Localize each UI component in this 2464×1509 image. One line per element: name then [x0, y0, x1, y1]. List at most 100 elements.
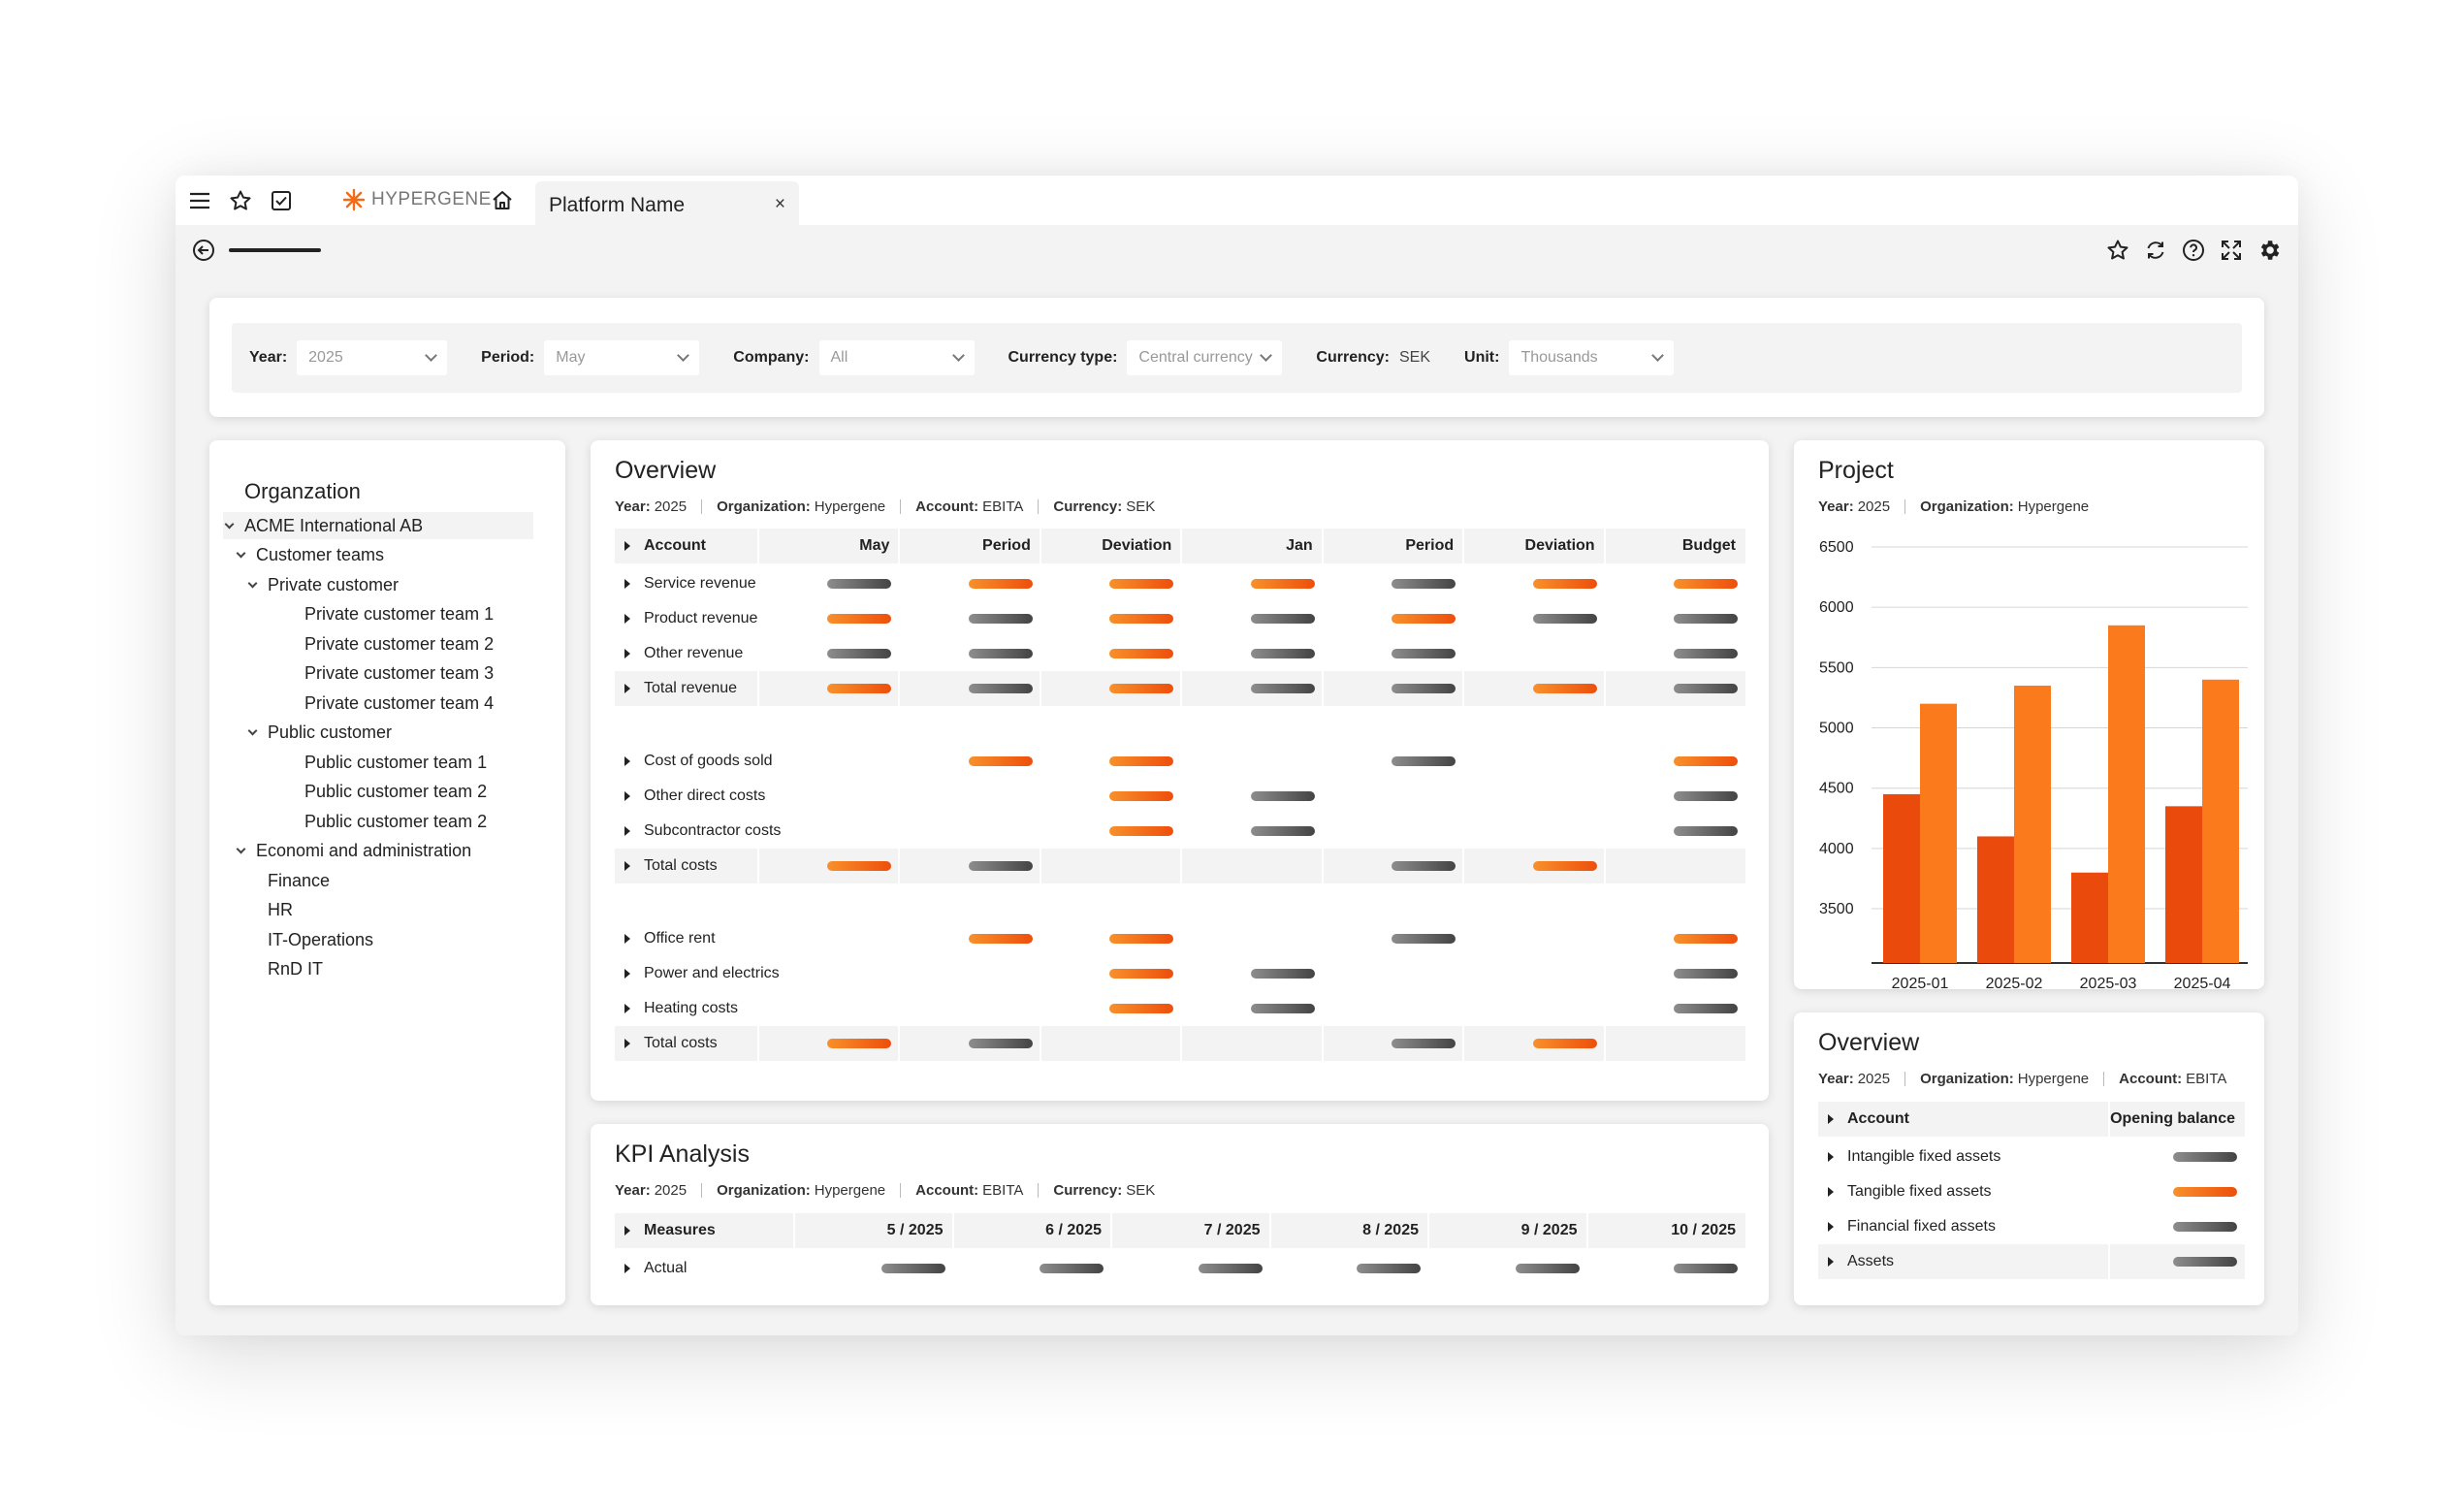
- expand-triangle-icon[interactable]: [624, 1226, 630, 1236]
- table-row[interactable]: Total costs: [615, 849, 1745, 883]
- row-label[interactable]: Tangible fixed assets: [1818, 1174, 2109, 1209]
- tab-platform[interactable]: Platform Name ×: [535, 181, 799, 225]
- expand-triangle-icon[interactable]: [1828, 1114, 1834, 1124]
- column-header[interactable]: 6 / 2025: [953, 1213, 1112, 1248]
- expand-triangle-icon[interactable]: [624, 541, 630, 551]
- table-row[interactable]: Office rent: [615, 921, 1745, 956]
- column-header[interactable]: May: [758, 529, 899, 563]
- tree-item[interactable]: HR: [246, 897, 293, 924]
- tree-item[interactable]: Public customer team 2: [283, 779, 487, 806]
- expand-triangle-icon[interactable]: [624, 934, 630, 944]
- column-header-first[interactable]: Measures: [615, 1213, 794, 1248]
- menu-icon[interactable]: [185, 186, 214, 215]
- row-label[interactable]: Heating costs: [615, 991, 758, 1026]
- home-icon[interactable]: [488, 186, 517, 215]
- bar[interactable]: [2108, 625, 2145, 963]
- column-header[interactable]: Opening balance: [2109, 1102, 2245, 1137]
- chevron-down-icon[interactable]: [235, 844, 246, 857]
- tree-item[interactable]: Public customer: [246, 720, 392, 747]
- table-row[interactable]: Tangible fixed assets: [1818, 1174, 2245, 1209]
- tree-item[interactable]: Private customer team 3: [283, 660, 494, 688]
- table-row[interactable]: Other direct costs: [615, 779, 1745, 814]
- tree-item[interactable]: RnD IT: [246, 956, 323, 983]
- table-row[interactable]: Heating costs: [615, 991, 1745, 1026]
- expand-triangle-icon[interactable]: [1828, 1187, 1834, 1197]
- expand-triangle-icon[interactable]: [624, 1039, 630, 1048]
- table-row[interactable]: Actual: [615, 1251, 1745, 1286]
- tree-item[interactable]: Economi and administration: [235, 838, 471, 865]
- table-row[interactable]: Other revenue: [615, 636, 1745, 671]
- bar[interactable]: [1920, 703, 1957, 963]
- expand-triangle-icon[interactable]: [624, 826, 630, 836]
- table-row[interactable]: Intangible fixed assets: [1818, 1140, 2245, 1174]
- tree-item[interactable]: IT-Operations: [246, 926, 373, 953]
- row-label[interactable]: Actual: [615, 1251, 794, 1286]
- tree-item[interactable]: Public customer team 2: [283, 808, 487, 835]
- expand-triangle-icon[interactable]: [1828, 1222, 1834, 1232]
- chevron-down-icon[interactable]: [246, 725, 258, 739]
- bar[interactable]: [2014, 686, 2051, 963]
- row-label[interactable]: Total revenue: [615, 671, 758, 706]
- refresh-icon[interactable]: [2143, 238, 2168, 263]
- column-header[interactable]: Period: [1323, 529, 1463, 563]
- tree-item[interactable]: Customer teams: [235, 542, 384, 569]
- settings-icon[interactable]: [2256, 238, 2282, 263]
- table-row[interactable]: Assets: [1818, 1244, 2245, 1279]
- chevron-down-icon[interactable]: [246, 578, 258, 591]
- star-icon[interactable]: [226, 186, 255, 215]
- expand-triangle-icon[interactable]: [624, 1264, 630, 1273]
- table-row[interactable]: Power and electrics: [615, 956, 1745, 991]
- column-header-first[interactable]: Account: [615, 529, 758, 563]
- tree-item[interactable]: Private customer team 1: [283, 601, 494, 628]
- row-label[interactable]: Intangible fixed assets: [1818, 1140, 2109, 1174]
- row-label[interactable]: Total costs: [615, 1026, 758, 1061]
- expand-triangle-icon[interactable]: [624, 791, 630, 801]
- expand-triangle-icon[interactable]: [624, 614, 630, 624]
- expand-triangle-icon[interactable]: [624, 861, 630, 871]
- column-header[interactable]: Jan: [1181, 529, 1322, 563]
- row-label[interactable]: Service revenue: [615, 566, 758, 601]
- tree-item[interactable]: Private customer team 2: [283, 630, 494, 658]
- table-row[interactable]: Total revenue: [615, 671, 1745, 706]
- column-header[interactable]: Deviation: [1463, 529, 1604, 563]
- row-label[interactable]: Office rent: [615, 921, 758, 956]
- column-header[interactable]: 7 / 2025: [1111, 1213, 1270, 1248]
- table-row[interactable]: Total costs: [615, 1026, 1745, 1061]
- table-row[interactable]: Cost of goods sold: [615, 744, 1745, 779]
- row-label[interactable]: Financial fixed assets: [1818, 1209, 2109, 1244]
- tree-item[interactable]: Public customer team 1: [283, 749, 487, 776]
- expand-icon[interactable]: [2219, 238, 2244, 263]
- expand-triangle-icon[interactable]: [624, 649, 630, 658]
- column-header[interactable]: Period: [899, 529, 1040, 563]
- row-label[interactable]: Other direct costs: [615, 779, 765, 814]
- row-label[interactable]: Power and electrics: [615, 956, 780, 991]
- bar[interactable]: [2165, 806, 2202, 963]
- expand-triangle-icon[interactable]: [624, 1004, 630, 1013]
- table-row[interactable]: Financial fixed assets: [1818, 1209, 2245, 1244]
- column-header-first[interactable]: Account: [1818, 1102, 2109, 1137]
- bar[interactable]: [1977, 836, 2014, 963]
- unit-select[interactable]: Thousands: [1509, 340, 1675, 375]
- column-header[interactable]: Deviation: [1040, 529, 1181, 563]
- expand-triangle-icon[interactable]: [624, 684, 630, 693]
- tree-item[interactable]: Private customer: [246, 571, 399, 598]
- bar[interactable]: [1883, 793, 1920, 963]
- expand-triangle-icon[interactable]: [1828, 1257, 1834, 1267]
- tree-item[interactable]: Finance: [246, 867, 330, 894]
- favorite-star-icon[interactable]: [2105, 238, 2130, 263]
- chevron-down-icon[interactable]: [235, 548, 246, 562]
- expand-triangle-icon[interactable]: [624, 579, 630, 589]
- expand-triangle-icon[interactable]: [1828, 1152, 1834, 1162]
- column-header[interactable]: 5 / 2025: [794, 1213, 953, 1248]
- table-row[interactable]: Service revenue: [615, 566, 1745, 601]
- company-select[interactable]: All: [818, 340, 975, 375]
- row-label[interactable]: Subcontractor costs: [615, 814, 781, 849]
- close-icon[interactable]: ×: [774, 194, 785, 214]
- currency-type-select[interactable]: Central currency: [1127, 340, 1283, 375]
- bar[interactable]: [2202, 679, 2239, 963]
- tree-item[interactable]: ACME International AB: [223, 512, 533, 539]
- column-header[interactable]: 8 / 2025: [1270, 1213, 1429, 1248]
- row-label[interactable]: Product revenue: [615, 601, 758, 636]
- year-select[interactable]: 2025: [297, 340, 448, 375]
- column-header[interactable]: 10 / 2025: [1587, 1213, 1746, 1248]
